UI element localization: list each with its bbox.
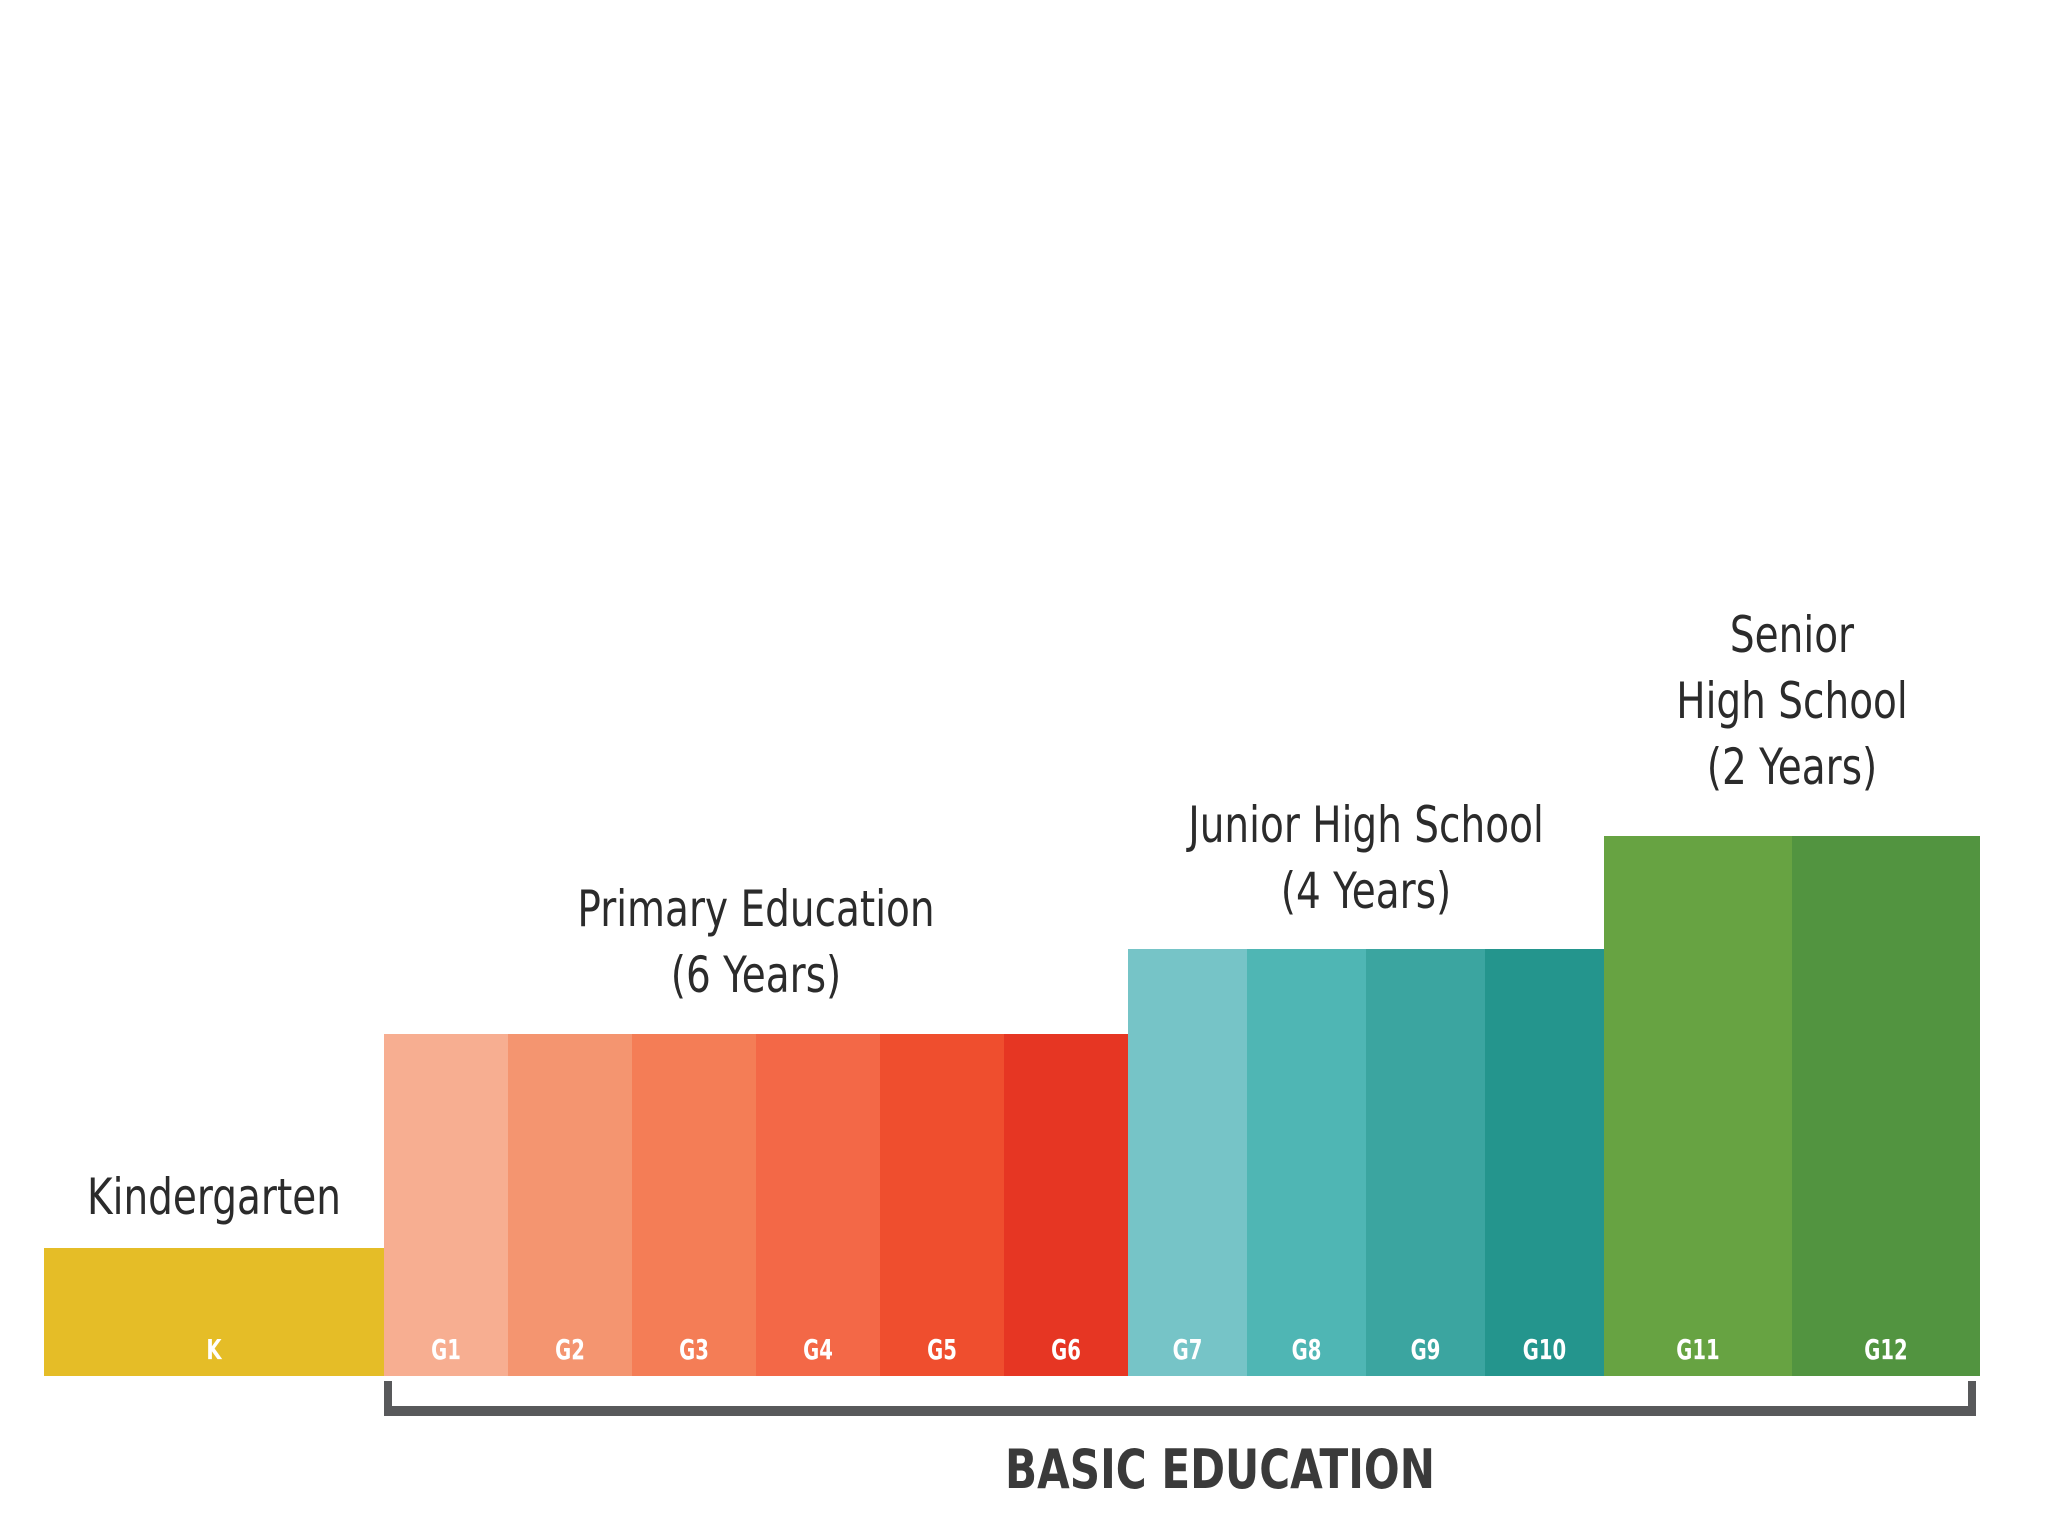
grade-block-g7: G7	[1128, 949, 1247, 1376]
grade-block-g3: G3	[632, 1034, 756, 1376]
grade-label: G2	[555, 1333, 585, 1366]
grade-label: G11	[1676, 1333, 1720, 1366]
grade-label: G6	[1051, 1333, 1081, 1366]
grade-block-g5: G5	[880, 1034, 1004, 1376]
grade-label: G5	[927, 1333, 957, 1366]
stage-label-line: High School	[1676, 672, 1908, 730]
stage-label-line: (6 Years)	[670, 946, 842, 1004]
grade-block-g11: G11	[1604, 836, 1792, 1376]
bracket-tick-left	[384, 1381, 392, 1416]
stage-label-line: Kindergarten	[87, 1168, 341, 1226]
grade-label: G7	[1172, 1333, 1203, 1366]
stage-label-line: (2 Years)	[1706, 738, 1878, 796]
basic-education-bracket	[384, 1406, 1976, 1416]
stage-label-junior: Junior High School (4 Years)	[1180, 792, 1551, 924]
grade-block-g12: G12	[1792, 836, 1980, 1376]
grade-block-g4: G4	[756, 1034, 880, 1376]
grade-block-g2: G2	[508, 1034, 632, 1376]
stage-label-line: Primary Education	[577, 880, 935, 938]
grade-block-g6: G6	[1004, 1034, 1128, 1376]
grade-label: G3	[679, 1333, 709, 1366]
basic-education-label: BASIC EDUCATION	[1005, 1438, 1435, 1501]
grade-label: G10	[1522, 1333, 1567, 1366]
stage-label-senior: Senior High School (2 Years)	[1645, 602, 1938, 800]
grade-label: G1	[431, 1333, 461, 1366]
grade-label: G8	[1291, 1333, 1322, 1366]
grade-label: G4	[803, 1333, 833, 1366]
grade-label: G12	[1864, 1333, 1908, 1366]
grade-block-g1: G1	[384, 1034, 508, 1376]
grade-block-g8: G8	[1247, 949, 1366, 1376]
stage-label-primary: Primary Education (6 Years)	[466, 876, 1046, 1008]
grade-block-g10: G10	[1485, 949, 1604, 1376]
grade-block-g9: G9	[1366, 949, 1485, 1376]
grade-block-k: K	[44, 1248, 384, 1376]
grade-label: K	[206, 1333, 222, 1366]
stage-label-line: (4 Years)	[1280, 862, 1452, 920]
stage-label-line: Junior High School	[1188, 796, 1544, 854]
grade-label: G9	[1410, 1333, 1441, 1366]
stage-label-line: Senior	[1729, 606, 1855, 664]
bracket-tick-right	[1968, 1381, 1976, 1416]
stage-label-kindergarten: Kindergarten	[81, 1164, 346, 1230]
